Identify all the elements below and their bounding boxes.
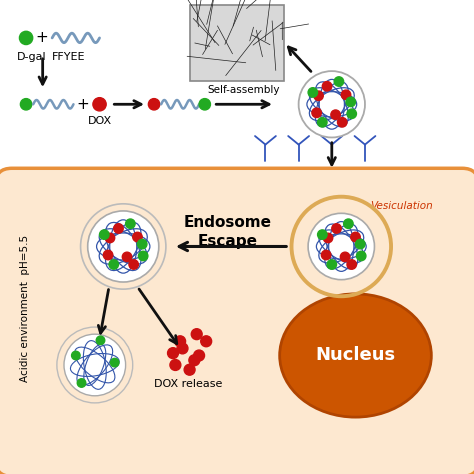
Bar [190,5,284,81]
Circle shape [312,108,321,118]
Circle shape [318,118,327,127]
Circle shape [332,224,341,233]
Circle shape [184,364,195,375]
Circle shape [322,82,332,91]
Text: +: + [36,30,48,46]
Circle shape [103,250,113,260]
Circle shape [177,343,188,354]
Circle shape [344,219,353,228]
Circle shape [64,334,126,396]
Circle shape [114,224,123,233]
Circle shape [100,230,109,239]
Circle shape [174,336,186,347]
Circle shape [138,251,148,261]
Circle shape [77,379,86,387]
Circle shape [110,358,119,367]
Circle shape [129,260,138,269]
Circle shape [356,239,365,249]
Text: Nucleus: Nucleus [315,346,396,365]
Circle shape [327,260,337,269]
Circle shape [340,252,350,262]
Circle shape [323,233,333,243]
Circle shape [168,348,178,358]
Text: +: + [77,97,89,112]
FancyBboxPatch shape [0,168,474,474]
Circle shape [321,250,331,260]
Circle shape [88,211,159,282]
Circle shape [126,219,135,228]
Text: Acidic environment  pH=5.5: Acidic environment pH=5.5 [19,235,30,382]
Circle shape [308,213,374,280]
Circle shape [199,99,210,110]
Circle shape [356,251,366,261]
Circle shape [334,77,344,86]
Text: FFYEE: FFYEE [52,52,86,62]
Text: DOX: DOX [88,116,111,126]
Circle shape [72,351,80,360]
Text: Self-assembly: Self-assembly [208,85,280,95]
Circle shape [122,252,132,262]
Circle shape [96,336,105,345]
Text: Vesiculation: Vesiculation [371,201,433,211]
Circle shape [105,233,115,243]
Circle shape [314,91,323,100]
Circle shape [93,98,106,111]
Circle shape [189,355,200,366]
Circle shape [318,230,327,239]
Circle shape [331,110,340,119]
Circle shape [191,329,202,339]
Circle shape [299,71,365,137]
Circle shape [133,232,142,242]
Circle shape [341,90,351,100]
Circle shape [201,336,211,347]
Circle shape [337,118,347,127]
Circle shape [308,88,318,97]
Circle shape [347,260,356,269]
Circle shape [170,359,181,371]
Text: D-gal: D-gal [17,52,46,62]
Circle shape [137,239,147,249]
Circle shape [19,31,33,45]
Circle shape [148,99,160,110]
Ellipse shape [280,294,431,417]
Circle shape [351,232,360,242]
Text: Endosome: Endosome [183,215,272,230]
Circle shape [194,350,205,361]
Circle shape [346,97,356,107]
Text: DOX release: DOX release [155,379,223,389]
Circle shape [347,109,356,118]
Text: Escape: Escape [198,234,257,249]
Circle shape [109,260,118,269]
Circle shape [20,99,32,110]
